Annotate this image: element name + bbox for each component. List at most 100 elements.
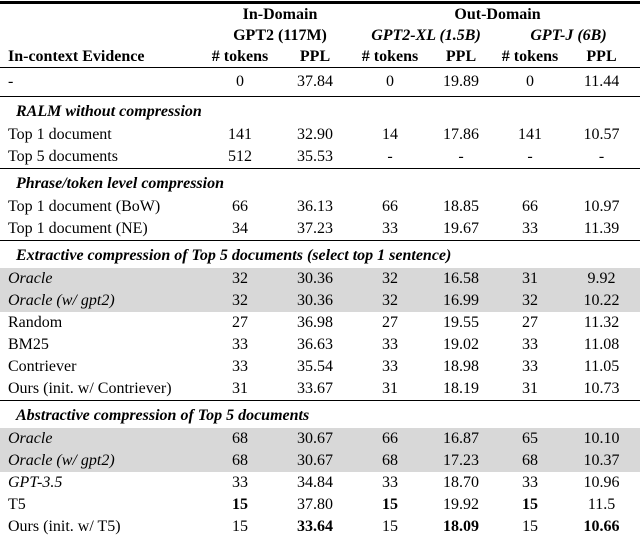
cell-value: 27: [382, 314, 398, 331]
cell-value: 32: [205, 268, 275, 290]
header-model-row: GPT2 (117M) GPT2-XL (1.5B) GPT-J (6B): [0, 25, 640, 46]
section-title: Abstractive compression of Top 5 documen…: [0, 400, 640, 428]
row-label: BM25: [8, 336, 49, 353]
header-model-gpt-j: GPT-J (6B): [530, 26, 607, 44]
cell-value: 37.80: [297, 496, 333, 513]
cell-value: 10.37: [563, 450, 640, 472]
cell-value: 31: [382, 380, 398, 397]
cell-value: 68: [205, 450, 275, 472]
cell-value: 32: [355, 268, 425, 290]
row-label: Top 5 documents: [8, 148, 118, 165]
cell-value: 18.98: [443, 358, 479, 375]
cell-value: 15: [382, 518, 398, 535]
row-label: Top 1 document (BoW): [8, 198, 161, 215]
header-col-ppl-2: PPL: [425, 46, 497, 68]
cell-value: 34: [232, 220, 248, 237]
cell-value: 66: [382, 198, 398, 215]
row-label: -: [0, 67, 205, 97]
cell-value: 10.66: [583, 518, 620, 535]
cell-value: 15: [232, 496, 248, 513]
cell-value: 33: [232, 474, 248, 491]
cell-value: 66: [355, 428, 425, 450]
cell-value: 33: [232, 358, 248, 375]
cell-value: 68: [497, 450, 563, 472]
header-col-tokens-3: # tokens: [497, 46, 563, 68]
header-in-domain: In-Domain: [242, 5, 318, 23]
cell-value: 15: [522, 518, 538, 535]
cell-value: 10.97: [583, 198, 620, 215]
table-row: Top 1 document (BoW) 66 36.13 66 18.85 66 10.9…: [0, 196, 640, 218]
cell-value: 16.87: [425, 428, 497, 450]
row-label: T5: [8, 496, 26, 513]
cell-value: 16.58: [425, 268, 497, 290]
cell-value: 30.36: [275, 290, 355, 312]
header-col-evidence: In-context Evidence: [0, 46, 205, 68]
cell-value: 10.57: [583, 126, 620, 143]
header-domain-row: In-Domain Out-Domain: [0, 3, 640, 26]
row-label: Contriever: [8, 358, 77, 375]
table-row: Oracle 32 30.36 32 16.58 31 9.92: [0, 268, 640, 290]
cell-value: 33: [522, 336, 538, 353]
cell-value: 0: [497, 67, 563, 97]
table-row: T5 15 37.80 15 19.92 15 11.5: [0, 494, 640, 516]
cell-value: 66: [232, 198, 248, 215]
cell-value: 18.85: [443, 198, 479, 215]
section-title: RALM without compression: [0, 96, 640, 124]
baseline-row: - 0 37.84 0 19.89 0 11.44: [0, 67, 640, 97]
header-out-domain: Out-Domain: [454, 5, 541, 23]
row-label: Ours (init. w/ T5): [8, 518, 121, 535]
header-col-tokens-1: # tokens: [205, 46, 275, 68]
cell-value: 35.54: [297, 358, 333, 375]
cell-value: -: [387, 148, 393, 165]
cell-value: 68: [205, 428, 275, 450]
cell-value: 10.73: [583, 380, 620, 397]
cell-value: 37.23: [297, 220, 333, 237]
header-model-gpt2-xl: GPT2-XL (1.5B): [371, 26, 481, 44]
header-empty-cell: [0, 3, 205, 26]
table-row: BM25 33 36.63 33 19.02 33 11.08: [0, 334, 640, 356]
header-model-gpt2: GPT2 (117M): [233, 26, 327, 44]
cell-value: -: [527, 148, 533, 165]
cell-value: 33: [382, 336, 398, 353]
table-header: In-Domain Out-Domain GPT2 (117M) GPT2-XL…: [0, 3, 640, 68]
header-col-ppl-3: PPL: [563, 46, 640, 68]
cell-value: 18.09: [443, 518, 479, 535]
table-row: Top 1 document 141 32.90 14 17.86 141 10.57: [0, 124, 640, 146]
cell-value: 11.44: [563, 67, 640, 97]
row-label: Random: [8, 314, 63, 331]
table-row: Contriever 33 35.54 33 18.98 33 11.05: [0, 356, 640, 378]
table-row: GPT-3.5 33 34.84 33 18.70 33 10.96: [0, 472, 640, 494]
header-empty-cell: [0, 25, 205, 46]
cell-value: 33.67: [297, 380, 333, 397]
table-row: Oracle (w/ gpt2) 68 30.67 68 17.23 68 10.37: [0, 450, 640, 472]
cell-value: 33: [382, 220, 398, 237]
section-title: Extractive compression of Top 5 document…: [0, 240, 640, 268]
cell-value: 0: [355, 67, 425, 97]
cell-value: 10.22: [563, 290, 640, 312]
header-col-tokens-2: # tokens: [355, 46, 425, 68]
table-row: Top 5 documents 512 35.53 - - - -: [0, 146, 640, 169]
row-label: Oracle (w/ gpt2): [0, 290, 205, 312]
cell-value: 10.10: [563, 428, 640, 450]
cell-value: 19.02: [443, 336, 479, 353]
row-label: Ours (init. w/ Contriever): [8, 380, 172, 397]
cell-value: 36.13: [297, 198, 333, 215]
row-label: GPT-3.5: [8, 474, 63, 491]
cell-value: 30.36: [275, 268, 355, 290]
cell-value: 19.55: [443, 314, 479, 331]
cell-value: 11.08: [583, 336, 620, 353]
row-label: Oracle: [0, 268, 205, 290]
cell-value: 141: [228, 126, 252, 143]
cell-value: 11.05: [583, 358, 620, 375]
cell-value: 37.84: [275, 67, 355, 97]
cell-value: 33: [382, 358, 398, 375]
cell-value: 10.96: [583, 474, 620, 491]
cell-value: 9.92: [563, 268, 640, 290]
cell-value: 35.53: [297, 148, 333, 165]
section-title: Phrase/token level compression: [0, 168, 640, 196]
table-row: Top 1 document (NE) 34 37.23 33 19.67 33 11.39: [0, 218, 640, 241]
cell-value: 0: [205, 67, 275, 97]
cell-value: 30.67: [275, 428, 355, 450]
cell-value: 17.23: [425, 450, 497, 472]
